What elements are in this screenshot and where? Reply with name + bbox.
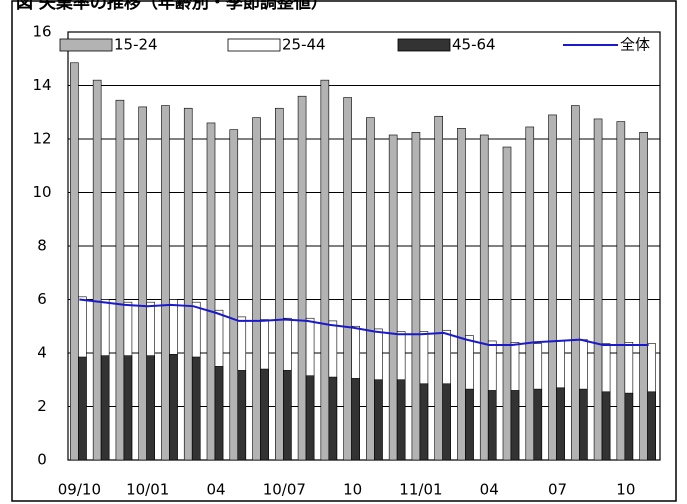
bar [169,354,178,461]
bar [616,121,626,461]
bar [465,388,474,461]
bar [237,370,247,461]
frame [11,0,677,502]
bar [639,132,648,461]
x-tick-label: 04 [206,481,225,499]
y-tick-label: 10 [32,183,51,201]
bar [411,132,421,461]
bar [442,383,451,461]
bar [351,378,360,461]
bar [457,128,466,461]
bar [70,62,79,461]
bar [214,366,224,461]
bar [183,107,193,461]
bar [525,126,535,461]
y-tick-label: 2 [37,397,47,415]
legend-swatch [59,38,113,52]
bar [419,383,429,461]
y-tick-label: 4 [37,344,47,362]
bar [366,117,375,461]
bar [601,391,611,461]
x-tick-label: 11/01 [399,481,442,499]
y-tick-label: 6 [37,290,47,308]
x-tick-label: 07 [548,481,567,499]
bar [487,390,497,461]
bar [343,97,352,461]
legend-label: 全体 [620,36,650,54]
bar [510,390,520,461]
x-tick-label: 10 [616,481,635,499]
y-tick-label: 16 [32,23,51,41]
plot-border [67,31,661,461]
bar [396,379,406,461]
legend-swatch [227,38,281,52]
bar [533,388,543,461]
bar [548,114,557,461]
bar [556,387,565,461]
bar [206,122,216,461]
y-tick-label: 8 [37,237,47,255]
bar [260,368,269,461]
bar [579,388,588,461]
bar [161,105,170,461]
bar [100,355,110,461]
bar [275,107,284,461]
bar [297,95,307,461]
legend-label: 45-64 [452,36,496,54]
x-tick-label: 10/01 [126,481,169,499]
bar [191,356,201,461]
bar [320,79,330,461]
bar [624,392,634,461]
legend-label: 15-24 [114,36,158,54]
bar [388,134,398,461]
bar [328,376,338,461]
bar [229,129,239,461]
y-tick-label: 14 [32,76,51,94]
bar [647,391,656,461]
legend-swatch [397,38,451,52]
line [79,298,649,346]
bar [502,146,512,461]
x-tick-label: 10/07 [263,481,306,499]
bar [479,134,489,461]
bar [305,375,315,461]
bar [252,117,261,461]
bar [138,106,147,461]
x-tick-label: 04 [480,481,499,499]
bar [146,355,155,461]
bar [123,355,133,461]
bar [92,79,102,461]
bar [78,356,87,461]
legend-label: 25-44 [282,36,326,54]
bar [374,379,383,461]
chart-title: 図 失業率の推移（年齢別・季節調整値） [16,0,328,13]
bar [593,118,603,461]
bar [571,105,580,461]
bar [283,370,292,461]
bar [434,115,443,461]
bar [115,99,125,461]
y-tick-label: 0 [37,451,47,469]
x-tick-label: 10 [343,481,362,499]
y-tick-label: 12 [32,130,51,148]
x-tick-label: 09/10 [58,481,101,499]
